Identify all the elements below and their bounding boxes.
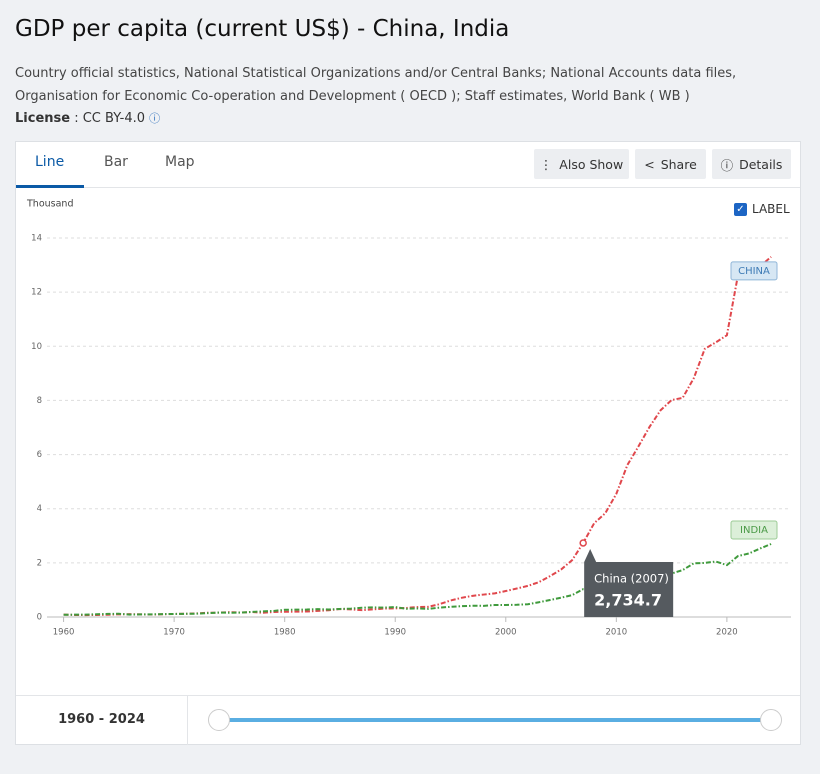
x-tick-label: 1980 [274, 628, 296, 638]
tooltip-title: China (2007) [594, 571, 669, 585]
tab[interactable]: Bar [104, 154, 128, 170]
footer-divider [187, 696, 188, 745]
range-handle[interactable] [760, 709, 782, 731]
chart-card [15, 141, 801, 745]
details-button[interactable]: ⓘ Details [712, 149, 791, 179]
y-tick-label: 10 [31, 342, 42, 352]
x-tick-label: 1990 [384, 628, 406, 638]
range-handle[interactable] [208, 709, 230, 731]
series-label-box [730, 520, 778, 540]
y-unit: Thousand [26, 199, 73, 210]
series-label-text: CHINA [738, 266, 770, 277]
info-icon[interactable]: ⓘ [149, 112, 161, 125]
x-tick-label: 2020 [716, 628, 738, 638]
x-tick-label: 1970 [163, 628, 185, 638]
series-label: INDIA [730, 520, 778, 540]
tab-indicator [16, 185, 84, 188]
license-value: : CC BY-4.0 [74, 111, 145, 126]
page-title: GDP per capita (current US$) - China, In… [15, 16, 510, 42]
series-line [63, 256, 772, 617]
also-show-button[interactable]: ⋮ Also Show [534, 149, 629, 179]
tab-divider [16, 187, 800, 188]
y-tick-label: 4 [37, 504, 42, 514]
share-button[interactable]: < Share [635, 149, 706, 179]
hover-point [579, 539, 587, 547]
tab[interactable]: Line [35, 154, 65, 170]
chart: Thousand 0 2 4 6 8 10 12 14 1960 1970 1980 1990 2000… [26, 199, 791, 638]
button-label: Also Show [559, 156, 624, 172]
tab[interactable]: Map [165, 154, 195, 170]
series-label-text: INDIA [740, 525, 768, 536]
source-note: Country official statistics, National St… [15, 66, 737, 104]
range-track [220, 718, 772, 722]
tooltip-box [584, 548, 674, 617]
y-tick-label: 8 [37, 396, 42, 406]
license-label: License [15, 111, 71, 126]
y-tick-label: 6 [37, 450, 42, 460]
y-tick-label: 0 [37, 613, 42, 623]
y-tick-label: 12 [31, 288, 42, 298]
y-tick-label: 14 [31, 234, 42, 244]
footer-divider [16, 695, 800, 696]
x-tick-label: 2010 [606, 628, 628, 638]
range-label: 1960 - 2024 [58, 712, 145, 727]
button-label: Details [739, 156, 783, 172]
button-label: Share [660, 156, 697, 172]
label-checkbox[interactable]: ✓ [734, 203, 747, 216]
series-label: CHINA [730, 261, 778, 281]
x-tick-label: 2000 [495, 628, 517, 638]
x-tick-label: 1960 [53, 628, 75, 638]
license: License : CC BY-4.0 ⓘ [15, 110, 160, 126]
y-tick-label: 2 [37, 558, 42, 568]
label-toggle: LABEL [752, 202, 790, 216]
series-label-box [730, 261, 778, 281]
tooltip-value: 2,734.7 [594, 590, 662, 609]
